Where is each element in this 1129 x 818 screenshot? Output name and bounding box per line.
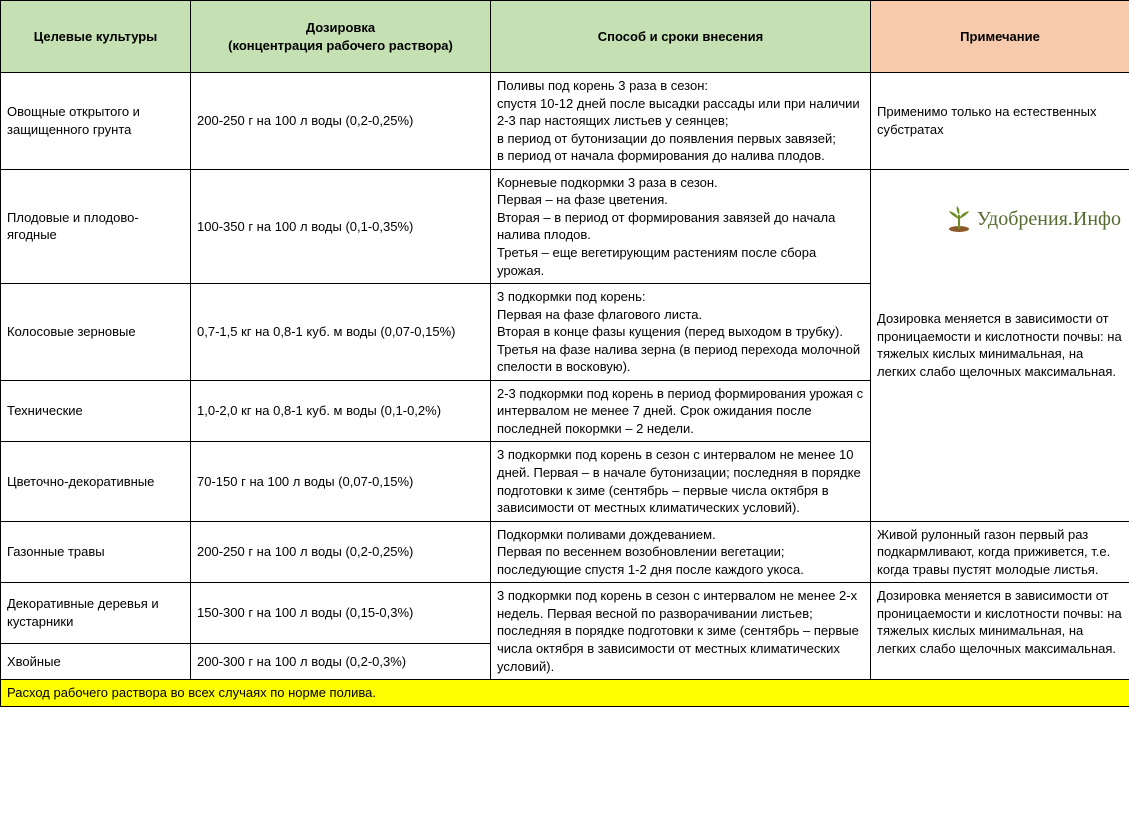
- table-row: Плодовые и плодово-ягодные 100-350 г на …: [1, 169, 1129, 283]
- table-row: Газонные травы 200-250 г на 100 л воды (…: [1, 521, 1129, 583]
- header-dosage: Дозировка(концентрация рабочего раствора…: [191, 1, 491, 73]
- cell-method: Подкормки поливами дождеванием.Первая по…: [491, 521, 871, 583]
- cell-culture: Плодовые и плодово-ягодные: [1, 169, 191, 283]
- header-method: Способ и сроки внесения: [491, 1, 871, 73]
- cell-culture: Технические: [1, 380, 191, 442]
- cell-note: Живой рулонный газон первый раз подкармл…: [871, 521, 1129, 583]
- cell-dosage: 150-300 г на 100 л воды (0,15-0,3%): [191, 583, 491, 643]
- cell-dosage: 100-350 г на 100 л воды (0,1-0,35%): [191, 169, 491, 283]
- cell-note: Дозировка меняется в зависимости от прон…: [871, 583, 1129, 680]
- cell-culture: Колосовые зерновые: [1, 284, 191, 381]
- cell-culture: Газонные травы: [1, 521, 191, 583]
- cell-dosage: 70-150 г на 100 л воды (0,07-0,15%): [191, 442, 491, 521]
- footer-row: Расход рабочего раствора во всех случаях…: [1, 680, 1129, 707]
- cell-dosage: 200-250 г на 100 л воды (0,2-0,25%): [191, 521, 491, 583]
- header-row: Целевые культуры Дозировка(концентрация …: [1, 1, 1129, 73]
- cell-method: 3 подкормки под корень в сезон с интерва…: [491, 442, 871, 521]
- cell-culture: Цветочно-декоративные: [1, 442, 191, 521]
- cell-method: 3 подкормки под корень в сезон с интерва…: [491, 583, 871, 680]
- table-row: Декоративные деревья и кустарники 150-30…: [1, 583, 1129, 643]
- cell-culture: Хвойные: [1, 643, 191, 679]
- footer-text: Расход рабочего раствора во всех случаях…: [1, 680, 1129, 707]
- cell-method: Поливы под корень 3 раза в сезон:спустя …: [491, 73, 871, 170]
- cell-method: 3 подкормки под корень:Первая на фазе фл…: [491, 284, 871, 381]
- cell-dosage: 200-250 г на 100 л воды (0,2-0,25%): [191, 73, 491, 170]
- header-culture: Целевые культуры: [1, 1, 191, 73]
- cell-dosage: 1,0-2,0 кг на 0,8-1 куб. м воды (0,1-0,2…: [191, 380, 491, 442]
- cell-note: Применимо только на естественных субстра…: [871, 73, 1129, 170]
- cell-dosage: 0,7-1,5 кг на 0,8-1 куб. м воды (0,07-0,…: [191, 284, 491, 381]
- cell-method: 2-3 подкормки под корень в период формир…: [491, 380, 871, 442]
- cell-note: Дозировка меняется в зависимости от прон…: [871, 169, 1129, 521]
- dosage-table: Целевые культуры Дозировка(концентрация …: [0, 0, 1129, 707]
- cell-culture: Декоративные деревья и кустарники: [1, 583, 191, 643]
- cell-culture: Овощные открытого и защищенного грунта: [1, 73, 191, 170]
- header-note: Примечание: [871, 1, 1129, 73]
- cell-method: Корневые подкормки 3 раза в сезон.Первая…: [491, 169, 871, 283]
- table-row: Овощные открытого и защищенного грунта 2…: [1, 73, 1129, 170]
- cell-dosage: 200-300 г на 100 л воды (0,2-0,3%): [191, 643, 491, 679]
